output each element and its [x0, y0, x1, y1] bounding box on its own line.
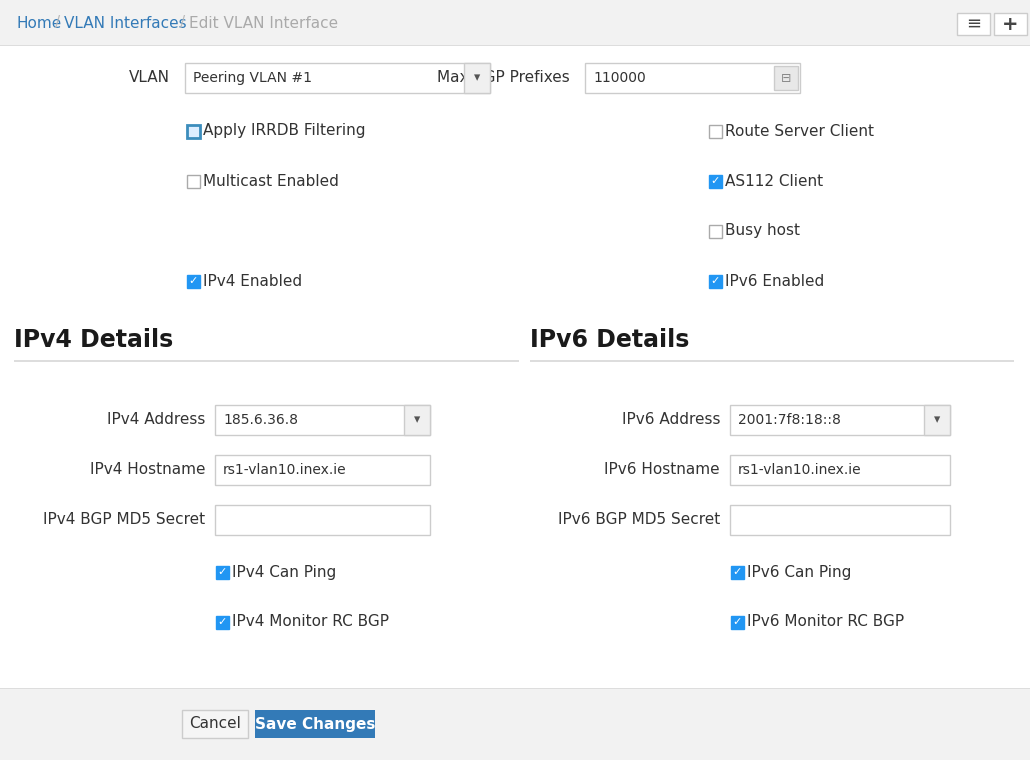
Bar: [186, 125, 200, 138]
Text: IPv4 Address: IPv4 Address: [107, 413, 205, 427]
Bar: [186, 175, 200, 188]
Bar: [255, 710, 375, 738]
Text: AS112 Client: AS112 Client: [725, 173, 823, 188]
Text: VLAN Interfaces: VLAN Interfaces: [64, 15, 186, 30]
Text: ✓: ✓: [217, 567, 227, 577]
Text: 110000: 110000: [593, 71, 646, 85]
Bar: [185, 63, 490, 93]
Text: ▾: ▾: [474, 71, 480, 84]
Text: IPv6 Monitor RC BGP: IPv6 Monitor RC BGP: [747, 615, 904, 629]
Bar: [994, 13, 1027, 35]
Bar: [730, 455, 950, 485]
Text: ✓: ✓: [732, 617, 742, 627]
Text: /: /: [180, 15, 185, 30]
Bar: [709, 224, 721, 237]
Bar: [215, 455, 430, 485]
Text: ✓: ✓: [711, 176, 720, 186]
Bar: [730, 505, 950, 535]
Text: Max BGP Prefixes: Max BGP Prefixes: [438, 71, 570, 86]
Text: Home: Home: [16, 15, 61, 30]
Bar: [215, 405, 430, 435]
Bar: [774, 66, 798, 90]
Bar: [14, 360, 519, 362]
Text: IPv4 Details: IPv4 Details: [14, 328, 173, 352]
Bar: [0, 688, 1030, 760]
Bar: [709, 175, 721, 188]
Bar: [0, 45, 1030, 46]
Text: Apply IRRDB Filtering: Apply IRRDB Filtering: [203, 123, 366, 138]
Bar: [730, 565, 744, 578]
Text: ✓: ✓: [217, 617, 227, 627]
Bar: [186, 274, 200, 287]
Bar: [404, 405, 430, 435]
Text: IPv6 Details: IPv6 Details: [530, 328, 689, 352]
Text: IPv4 Enabled: IPv4 Enabled: [203, 274, 302, 289]
Text: Route Server Client: Route Server Client: [725, 123, 874, 138]
Text: Edit VLAN Interface: Edit VLAN Interface: [188, 15, 338, 30]
Bar: [530, 360, 1014, 362]
Bar: [215, 616, 229, 629]
Bar: [215, 505, 430, 535]
Text: IPv6 Can Ping: IPv6 Can Ping: [747, 565, 852, 579]
Text: IPv4 BGP MD5 Secret: IPv4 BGP MD5 Secret: [43, 512, 205, 527]
Text: ▾: ▾: [414, 413, 420, 426]
Bar: [585, 63, 800, 93]
Text: IPv6 Address: IPv6 Address: [621, 413, 720, 427]
Text: IPv4 Hostname: IPv4 Hostname: [90, 463, 205, 477]
Text: ▾: ▾: [934, 413, 940, 426]
Text: Cancel: Cancel: [190, 717, 241, 731]
Text: IPv6 Enabled: IPv6 Enabled: [725, 274, 824, 289]
Text: IPv6 BGP MD5 Secret: IPv6 BGP MD5 Secret: [558, 512, 720, 527]
Text: rs1-vlan10.inex.ie: rs1-vlan10.inex.ie: [224, 463, 347, 477]
Text: ✓: ✓: [732, 567, 742, 577]
Text: IPv4 Can Ping: IPv4 Can Ping: [232, 565, 336, 579]
Text: ⊟: ⊟: [781, 71, 791, 84]
Text: Busy host: Busy host: [725, 223, 800, 239]
Bar: [182, 710, 248, 738]
Bar: [730, 405, 950, 435]
Bar: [709, 274, 721, 287]
Text: ≡: ≡: [966, 15, 981, 33]
Text: ✓: ✓: [188, 276, 198, 286]
Text: rs1-vlan10.inex.ie: rs1-vlan10.inex.ie: [739, 463, 862, 477]
Bar: [215, 565, 229, 578]
Text: IPv4 Monitor RC BGP: IPv4 Monitor RC BGP: [232, 615, 389, 629]
Text: 185.6.36.8: 185.6.36.8: [224, 413, 298, 427]
Bar: [0, 688, 1030, 689]
Text: Peering VLAN #1: Peering VLAN #1: [193, 71, 312, 85]
Bar: [709, 125, 721, 138]
Text: Save Changes: Save Changes: [254, 717, 375, 731]
Text: Multicast Enabled: Multicast Enabled: [203, 173, 339, 188]
Text: IPv6 Hostname: IPv6 Hostname: [605, 463, 720, 477]
Text: 2001:7f8:18::8: 2001:7f8:18::8: [739, 413, 840, 427]
Bar: [0, 0, 1030, 46]
Bar: [924, 405, 950, 435]
Text: ✓: ✓: [711, 276, 720, 286]
Text: +: +: [1002, 14, 1019, 33]
Bar: [464, 63, 490, 93]
Text: VLAN: VLAN: [129, 71, 170, 86]
Bar: [730, 616, 744, 629]
Bar: [957, 13, 990, 35]
Text: /: /: [55, 15, 60, 30]
